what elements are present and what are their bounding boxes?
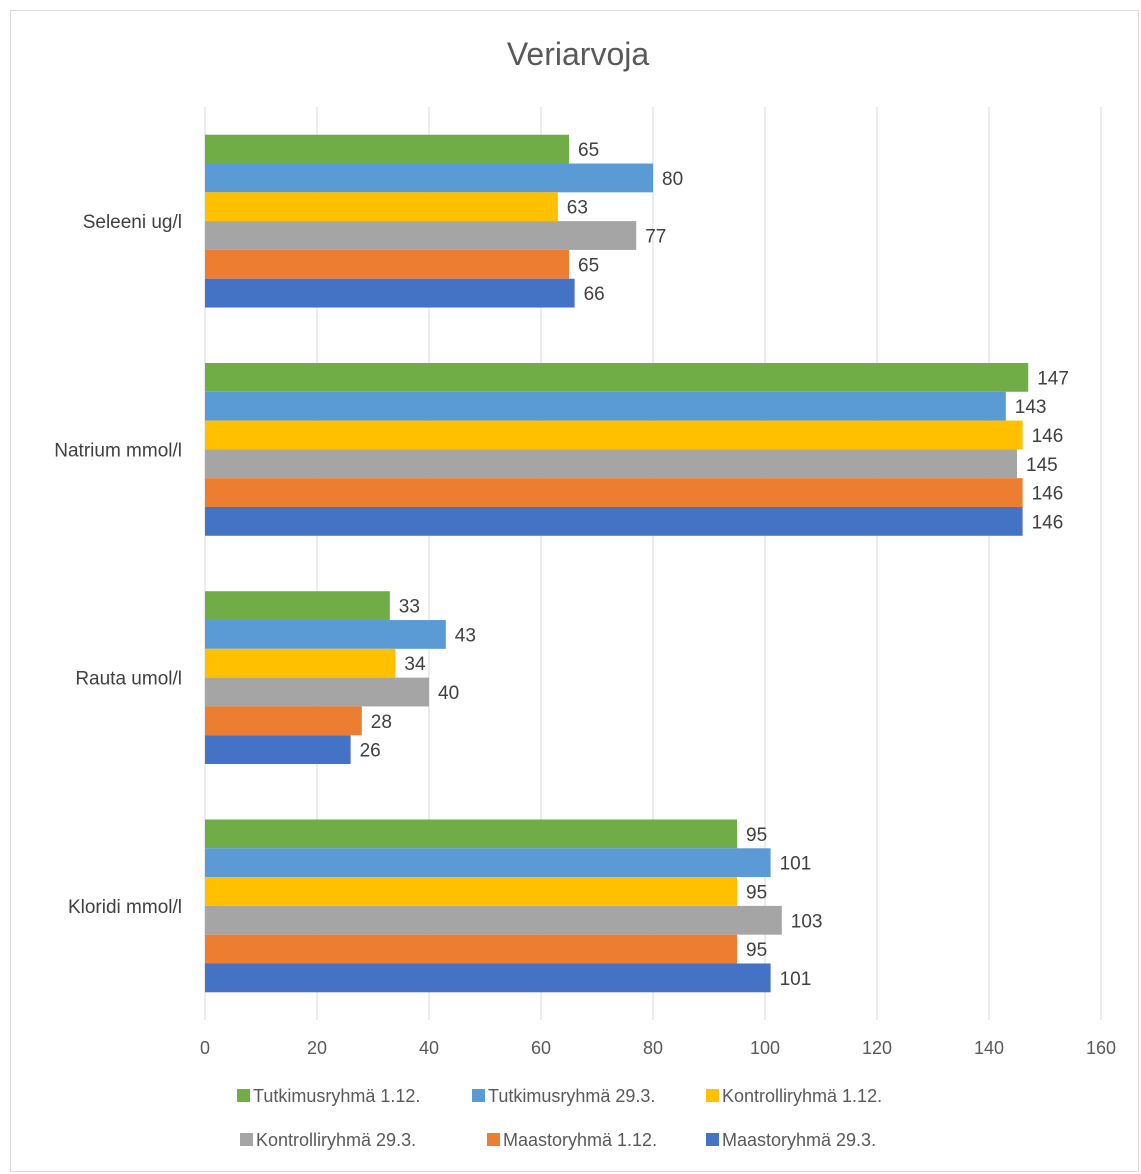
data-label: 26 (360, 741, 381, 762)
x-tick-label: 100 (750, 1038, 780, 1058)
data-label: 95 (746, 825, 767, 846)
x-tick-label: 60 (531, 1038, 551, 1058)
legend: Tutkimusryhmä 1.12. Tutkimusryhmä 29.3. Ko… (237, 1086, 882, 1150)
bar (205, 221, 636, 250)
legend-swatch (706, 1133, 719, 1146)
legend-item: Tutkimusryhmä 1.12. (237, 1086, 420, 1106)
legend-swatch (487, 1133, 500, 1146)
bar (205, 963, 771, 992)
data-label: 80 (662, 169, 683, 190)
category-label: Kloridi mmol/l (68, 897, 182, 918)
bar (205, 877, 737, 906)
bar (205, 591, 390, 620)
legend-swatch (240, 1133, 253, 1146)
bar (205, 421, 1023, 450)
bar (205, 135, 569, 164)
chart-title: Veriarvoja (507, 36, 650, 72)
bar (205, 620, 446, 649)
data-label: 63 (567, 198, 588, 219)
data-label: 95 (746, 940, 767, 961)
bar (205, 819, 737, 848)
data-label: 95 (746, 882, 767, 903)
x-tick-label: 0 (200, 1038, 210, 1058)
legend-label: Kontrolliryhmä 1.12. (722, 1086, 882, 1106)
data-label: 43 (455, 625, 476, 646)
bar (205, 649, 395, 678)
x-tick-label: 140 (974, 1038, 1004, 1058)
category-label: Seleeni ug/l (83, 212, 182, 233)
legend-item: Kontrolliryhmä 1.12. (706, 1086, 882, 1106)
bar (205, 192, 558, 221)
bar (205, 363, 1028, 392)
legend-swatch (472, 1089, 485, 1102)
x-axis-ticks: 0 20 40 60 80 100 120 140 160 (200, 1038, 1116, 1058)
bar (205, 848, 771, 877)
bar (205, 906, 782, 935)
data-label: 33 (399, 597, 420, 618)
data-label: 145 (1026, 455, 1058, 476)
bar (205, 507, 1023, 536)
bar (205, 706, 362, 735)
data-label: 34 (404, 654, 426, 675)
data-label: 146 (1032, 512, 1064, 533)
bar (205, 935, 737, 964)
legend-label: Maastoryhmä 1.12. (503, 1130, 657, 1150)
bars (205, 135, 1028, 993)
data-label: 147 (1037, 368, 1069, 389)
data-label: 146 (1032, 484, 1064, 505)
bar (205, 478, 1023, 507)
data-label: 65 (578, 255, 599, 276)
legend-item: Maastoryhmä 1.12. (487, 1130, 657, 1150)
bar (205, 678, 429, 707)
legend-label: Maastoryhmä 29.3. (722, 1130, 876, 1150)
category-label: Rauta umol/l (75, 669, 182, 690)
data-label: 103 (791, 911, 823, 932)
legend-item: Maastoryhmä 29.3. (706, 1130, 876, 1150)
bar (205, 735, 351, 764)
x-tick-label: 160 (1086, 1038, 1116, 1058)
legend-swatch (237, 1089, 250, 1102)
data-label: 143 (1015, 397, 1047, 418)
bar (205, 392, 1006, 421)
bar (205, 449, 1017, 478)
x-tick-label: 120 (862, 1038, 892, 1058)
x-tick-label: 80 (643, 1038, 663, 1058)
legend-swatch (706, 1089, 719, 1102)
legend-item: Tutkimusryhmä 29.3. (472, 1086, 655, 1106)
data-label: 66 (584, 284, 605, 305)
x-tick-label: 40 (419, 1038, 439, 1058)
legend-label: Tutkimusryhmä 1.12. (253, 1086, 420, 1106)
x-tick-label: 20 (307, 1038, 327, 1058)
data-label: 65 (578, 140, 599, 161)
bar (205, 164, 653, 193)
bar (205, 250, 569, 279)
legend-label: Kontrolliryhmä 29.3. (256, 1130, 416, 1150)
data-label: 77 (645, 227, 666, 248)
category-labels: Seleeni ug/l Natrium mmol/l Rauta umol/l Kl… (54, 212, 182, 918)
data-label: 40 (438, 683, 459, 704)
legend-item: Kontrolliryhmä 29.3. (240, 1130, 416, 1150)
legend-label: Tutkimusryhmä 29.3. (488, 1086, 655, 1106)
data-label: 146 (1032, 426, 1064, 447)
data-label: 101 (780, 969, 812, 990)
data-label: 28 (371, 712, 392, 733)
category-label: Natrium mmol/l (54, 440, 182, 461)
data-label: 101 (780, 854, 812, 875)
bar (205, 279, 575, 308)
